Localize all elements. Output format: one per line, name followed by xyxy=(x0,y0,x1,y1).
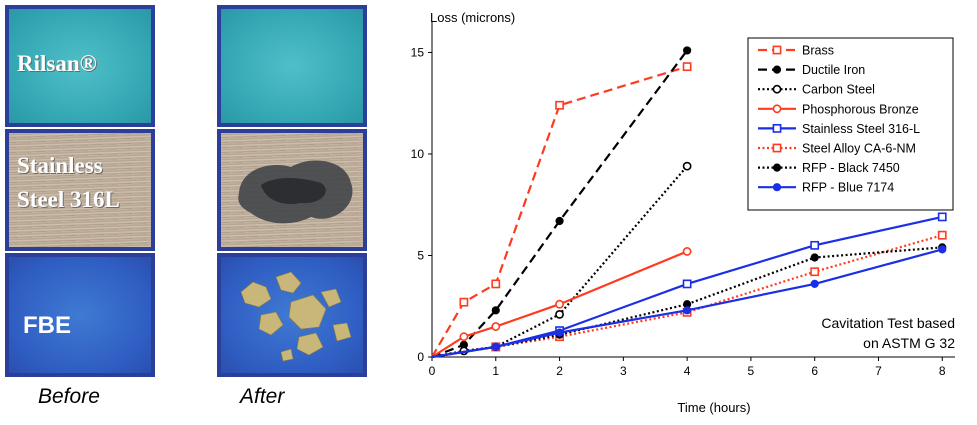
point-carbon-steel-4 xyxy=(682,161,692,171)
x-tick-label-2: 2 xyxy=(556,364,563,378)
chart-series xyxy=(431,46,947,359)
legend-label-stainless-steel-316-l: Stainless Steel 316-L xyxy=(802,122,920,136)
photo-steel-after xyxy=(217,129,367,251)
fbe-label: FBE xyxy=(23,312,71,339)
point-phosphorous-bronze-4 xyxy=(682,247,692,256)
series-brass xyxy=(431,62,692,358)
x-tick-label-4: 4 xyxy=(684,364,691,378)
damage-flakes xyxy=(240,271,352,362)
legend-marker-carbon-steel xyxy=(772,84,782,94)
point-brass-2 xyxy=(491,279,501,289)
legend-marker-steel-alloy-ca-6-nm xyxy=(772,143,782,153)
legend-marker-stainless-steel-316-l xyxy=(772,124,782,133)
photo-rilsan-before: Rilsan® xyxy=(5,5,155,127)
after-caption: After xyxy=(240,385,285,408)
y-tick-label-5: 5 xyxy=(417,248,424,262)
x-axis-label: Time (hours) xyxy=(677,400,750,415)
photo-fbe-before: FBE xyxy=(5,253,155,377)
point-brass-1 xyxy=(459,297,469,307)
y-axis-label: Loss (microns) xyxy=(430,10,515,25)
point-rfp-black-7450-4 xyxy=(810,253,819,262)
point-phosphorous-bronze-2 xyxy=(491,322,501,331)
chart-axes: 0 1 2 3 4 5 6 7 8 0 5 10 15 xyxy=(411,22,955,378)
legend-label-carbon-steel: Carbon Steel xyxy=(802,83,875,97)
cavitation-chart: 0 1 2 3 4 5 6 7 8 0 5 10 15 Brass Ductile Iron Carbon … xyxy=(411,10,956,415)
point-phosphorous-bronze-3 xyxy=(555,299,564,309)
x-tick-label-0: 0 xyxy=(429,364,436,378)
point-brass-4 xyxy=(682,62,692,72)
legend-box xyxy=(747,37,954,211)
point-ductile-iron-3 xyxy=(555,216,564,226)
x-tick-label-3: 3 xyxy=(620,364,627,378)
y-tick-label-15: 15 xyxy=(411,45,425,59)
series-line-rfp-black-7450 xyxy=(431,246,943,359)
point-ductile-iron-4 xyxy=(683,46,692,55)
point-steel-alloy-ca-6-nm-5 xyxy=(937,230,947,240)
point-stainless-steel-316-l-5 xyxy=(937,212,947,222)
legend-label-ductile-iron: Ductile Iron xyxy=(802,63,865,77)
legend-label-brass: Brass xyxy=(802,44,834,58)
chart-legend: Brass Ductile Iron Carbon Steel Phosphorous… xyxy=(747,37,954,211)
point-rfp-blue-7174-5 xyxy=(938,245,947,254)
series-line-steel-alloy-ca-6-nm xyxy=(431,234,943,359)
point-rfp-blue-7174-2 xyxy=(555,328,564,337)
steel-label-line1: Stainless xyxy=(17,153,103,178)
legend-label-rfp-black-7450: RFP - Black 7450 xyxy=(802,161,900,175)
steel-label-line2: Steel 316L xyxy=(17,187,120,212)
legend-label-rfp-blue-7174: RFP - Blue 7174 xyxy=(802,181,894,195)
series-ductile-iron xyxy=(431,46,692,359)
point-steel-alloy-ca-6-nm-4 xyxy=(810,267,820,277)
y-tick-label-0: 0 xyxy=(417,350,424,364)
point-phosphorous-bronze-1 xyxy=(459,332,469,342)
legend-label-steel-alloy-ca-6-nm: Steel Alloy CA-6-NM xyxy=(802,142,916,156)
point-rfp-blue-7174-1 xyxy=(491,342,500,351)
legend-marker-phosphorous-bronze xyxy=(772,104,782,114)
legend-label-phosphorous-bronze: Phosphorous Bronze xyxy=(802,102,919,116)
legend-marker-brass xyxy=(772,45,782,55)
series-rfp-blue-7174 xyxy=(431,245,947,359)
before-caption: Before xyxy=(38,385,100,408)
point-carbon-steel-3 xyxy=(555,309,564,319)
y-tick-label-10: 10 xyxy=(411,147,425,161)
corrosion-stain xyxy=(238,160,353,224)
photo-rilsan-after xyxy=(217,5,367,127)
point-stainless-steel-316-l-4 xyxy=(810,240,820,250)
series-phosphorous-bronze xyxy=(431,247,692,358)
legend-marker-ductile-iron xyxy=(772,65,782,74)
rilsan-label: Rilsan® xyxy=(17,51,97,76)
legend-marker-rfp-blue-7174 xyxy=(772,183,782,192)
x-tick-label-8: 8 xyxy=(939,364,946,378)
x-tick-label-6: 6 xyxy=(811,364,818,378)
point-brass-3 xyxy=(555,100,564,110)
photo-fbe-after xyxy=(217,253,367,377)
series-line-rfp-blue-7174 xyxy=(431,248,943,359)
annotation-line1: Cavitation Test based xyxy=(821,315,955,331)
point-ductile-iron-2 xyxy=(491,306,500,315)
x-tick-label-7: 7 xyxy=(875,364,882,378)
series-line-ductile-iron xyxy=(431,49,689,359)
point-rfp-blue-7174-4 xyxy=(810,279,819,289)
point-stainless-steel-316-l-3 xyxy=(682,279,692,289)
annotation-line2: on ASTM G 32 xyxy=(863,335,955,351)
x-tick-label-5: 5 xyxy=(748,364,755,378)
photo-steel-before: Stainless Steel 316L xyxy=(5,129,155,251)
point-rfp-blue-7174-3 xyxy=(683,306,692,315)
legend-marker-rfp-black-7450 xyxy=(772,163,782,172)
x-tick-label-1: 1 xyxy=(492,364,499,378)
